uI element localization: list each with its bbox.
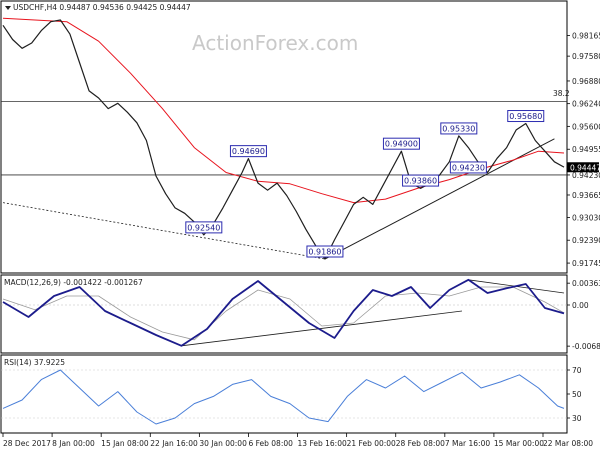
swing-label-text: 0.94690 bbox=[232, 147, 265, 156]
x-tick-label: 7 Mar 16:00 bbox=[445, 439, 491, 448]
swing-label-box bbox=[440, 122, 478, 135]
swing-label-box bbox=[449, 161, 487, 174]
swing-label: 0.94900 bbox=[382, 137, 420, 150]
price-line bbox=[2, 19, 565, 260]
price-y-axis: 0.98165 0.97580 0.96880 0.96240 0.95600 0.949… bbox=[567, 31, 600, 268]
rsi-pane-title: RSI(14) 37.9225 bbox=[4, 358, 65, 367]
x-tick-label: 8 Jan 00:00 bbox=[52, 439, 95, 448]
price-horizontal-lines bbox=[1, 101, 567, 176]
symbol-label: USDCHF,H4 bbox=[13, 3, 57, 12]
y-tick-label: 0.91745 bbox=[572, 259, 600, 268]
current-price-tag bbox=[567, 162, 599, 173]
swing-label-text: 0.94230 bbox=[452, 163, 485, 172]
swing-label: 0.95330 bbox=[440, 122, 478, 135]
swing-label: 0.95680 bbox=[507, 110, 545, 123]
y-tick-label: 50 bbox=[572, 390, 582, 399]
x-tick-label: 22 Mar 08:00 bbox=[543, 439, 593, 448]
x-tick-label: 15 Jan 08:00 bbox=[101, 439, 149, 448]
rsi-y-axis: 70 50 30 bbox=[567, 366, 582, 423]
y-tick-label: -0.006856 bbox=[572, 342, 600, 351]
y-tick-label: 0.93030 bbox=[572, 214, 600, 223]
x-tick-label: 15 Mar 00:00 bbox=[494, 439, 544, 448]
macd-signal-line bbox=[2, 286, 565, 341]
fib-level-label: 38.2 bbox=[553, 89, 570, 98]
swing-label: 0.94230 bbox=[449, 161, 487, 174]
macd-pane-frame bbox=[0, 274, 568, 354]
rsi-series bbox=[1, 369, 567, 425]
x-tick-label: 30 Jan 00:00 bbox=[199, 439, 247, 448]
y-tick-label: 0.94230 bbox=[572, 171, 600, 180]
watermark-text: ActionForex.com bbox=[192, 31, 358, 55]
x-tick-label: 22 Jan 16:00 bbox=[150, 439, 198, 448]
x-tick-label: 28 Dec 2017 bbox=[3, 439, 51, 448]
macd-trendline bbox=[181, 310, 463, 347]
price-pane-frame bbox=[0, 0, 568, 274]
swing-label: 0.93860 bbox=[402, 174, 440, 187]
y-tick-label: 0.96880 bbox=[572, 77, 600, 86]
swing-label-text: 0.91860 bbox=[308, 248, 341, 257]
macd-pane-title: MACD(12,26,9) -0.001422 -0.001267 bbox=[4, 278, 143, 287]
x-tick-label: 6 Feb 08:00 bbox=[248, 439, 293, 448]
x-tick-label: 13 Feb 16:00 bbox=[298, 439, 347, 448]
current-price-text: 0.94447 bbox=[570, 163, 600, 172]
x-tick-label: 21 Feb 00:00 bbox=[347, 439, 396, 448]
x-tick-label: 28 Feb 08:00 bbox=[396, 439, 445, 448]
y-tick-label: 0.003638 bbox=[572, 279, 600, 288]
y-tick-label: 0.97580 bbox=[572, 52, 600, 61]
price-pane-title: USDCHF,H4 0.94487 0.94536 0.94425 0.9444… bbox=[13, 3, 191, 12]
swing-label-box bbox=[382, 137, 420, 150]
swing-label-text: 0.94900 bbox=[385, 140, 418, 149]
swing-label-box bbox=[229, 145, 267, 158]
y-tick-label: 0.93665 bbox=[572, 191, 600, 200]
swing-label-text: 0.93860 bbox=[404, 177, 437, 186]
rsi-pane-frame bbox=[0, 354, 568, 434]
y-tick-label: 0.92390 bbox=[572, 236, 600, 245]
swing-label-box bbox=[507, 110, 545, 123]
y-tick-label: 0.95600 bbox=[572, 122, 600, 131]
swing-label: 0.91860 bbox=[306, 245, 344, 258]
dropdown-triangle-icon[interactable] bbox=[5, 6, 11, 10]
x-axis: 28 Dec 2017 8 Jan 00:00 15 Jan 08:00 22 Jan… bbox=[2, 433, 593, 448]
ohlc-values: 0.94487 0.94536 0.94425 0.94447 bbox=[59, 3, 190, 12]
y-tick-label: 0.00 bbox=[572, 301, 589, 310]
swing-label: 0.92540 bbox=[185, 221, 223, 234]
macd-y-axis: 0.003638 0.00 -0.006856 bbox=[567, 279, 600, 351]
swing-label-box bbox=[185, 221, 223, 234]
swing-label-box bbox=[402, 174, 440, 187]
swing-label: 0.94690 bbox=[229, 145, 267, 158]
y-tick-label: 30 bbox=[572, 414, 582, 423]
swing-label-text: 0.95680 bbox=[509, 112, 542, 121]
macd-line bbox=[2, 278, 565, 347]
trendline bbox=[2, 202, 326, 260]
rsi-line bbox=[2, 369, 565, 425]
y-tick-label: 70 bbox=[572, 366, 582, 375]
swing-label-text: 0.92540 bbox=[187, 223, 220, 232]
swing-labels: 0.94690 0.92540 0.91860 0.94900 0.95330 0.956… bbox=[185, 110, 545, 258]
swing-label-box bbox=[306, 245, 344, 258]
macd-series bbox=[1, 278, 567, 347]
swing-label-text: 0.95330 bbox=[442, 124, 475, 133]
y-tick-label: 0.94955 bbox=[572, 145, 600, 154]
y-tick-label: 0.96240 bbox=[572, 100, 600, 109]
y-tick-label: 0.98165 bbox=[572, 31, 600, 40]
